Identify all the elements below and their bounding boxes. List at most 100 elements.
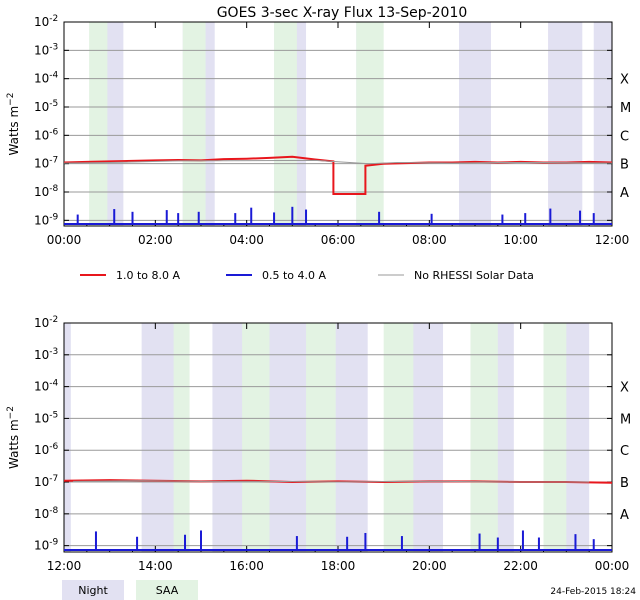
y-tick-label: 10-2 — [34, 14, 58, 29]
y-tick-label: 10-8 — [34, 184, 59, 199]
spike-bar — [537, 537, 540, 550]
spike-bar — [273, 212, 276, 224]
saa-band — [242, 323, 270, 552]
y-axis-label: Watts m−2 — [6, 93, 21, 156]
flare-class-label: M — [620, 101, 631, 116]
spike-bar — [592, 213, 595, 224]
x-tick-label: 18:00 — [321, 559, 356, 573]
x-tick-label: 08:00 — [412, 233, 447, 247]
spike-bar — [400, 536, 403, 550]
flare-class-label: X — [620, 381, 629, 396]
spike-bar — [76, 214, 79, 224]
saa-band — [543, 323, 567, 552]
x-tick-label: 00:00 — [595, 559, 630, 573]
saa-band — [383, 323, 414, 552]
spike-bar — [94, 531, 97, 550]
spike-bar — [234, 213, 237, 224]
flare-class-label: C — [620, 129, 629, 144]
shade-label: Night — [78, 584, 108, 597]
night-band — [548, 22, 583, 226]
y-tick-label: 10-3 — [34, 347, 58, 362]
spike-bar — [346, 536, 349, 550]
spike-bar — [177, 213, 180, 224]
x-tick-label: 06:00 — [321, 233, 356, 247]
chart-title: GOES 3-sec X-ray Flux 13-Sep-2010 — [217, 5, 468, 21]
saa-band — [274, 22, 297, 226]
y-tick-label: 10-9 — [34, 212, 59, 227]
x-tick-label: 14:00 — [138, 559, 173, 573]
timestamp: 24-Feb-2015 18:24 — [550, 587, 636, 597]
flare-class-label: B — [620, 476, 629, 491]
spike-bar — [501, 214, 504, 224]
y-tick-label: 10-2 — [34, 315, 58, 330]
x-tick-label: 10:00 — [503, 233, 538, 247]
shade-swatch — [62, 580, 124, 600]
plot-panel-top: 10-2 10-3 10-4 10-5 10-6 10-7 10-8 10-9 Watts m−… — [6, 14, 631, 247]
y-tick-label: 10-3 — [34, 42, 58, 57]
legend: 1.0 to 8.0 A 0.5 to 4.0 A No RHESSI Solar … — [80, 269, 534, 282]
plot-panel-bottom: 10-2 10-3 10-4 10-5 10-6 10-7 10-8 10-9 Watts m−… — [6, 315, 631, 573]
flare-class-label: B — [620, 158, 629, 173]
y-tick-label: 10-9 — [34, 538, 59, 553]
saa-band — [89, 22, 108, 226]
spike-bar — [305, 209, 308, 224]
night-band — [459, 22, 491, 226]
flare-class-label: A — [620, 508, 629, 523]
x-tick-label: 12:00 — [47, 559, 82, 573]
y-tick-label: 10-6 — [34, 127, 59, 142]
spike-bar — [549, 208, 552, 224]
spike-bar — [200, 530, 202, 550]
spike-bar — [165, 210, 168, 224]
flare-class-label: M — [620, 412, 631, 427]
spike-bar — [524, 213, 527, 224]
y-tick-label: 10-5 — [34, 99, 58, 114]
plot-frame — [63, 21, 613, 227]
y-tick-label: 10-6 — [34, 442, 59, 457]
spike-bar — [295, 536, 298, 550]
x-tick-label: 00:00 — [47, 233, 82, 247]
spike-bar — [521, 530, 524, 550]
night-band — [141, 323, 179, 552]
y-tick-label: 10-5 — [34, 410, 58, 425]
flare-class-label: A — [620, 186, 629, 201]
spike-bar — [291, 206, 294, 224]
shade-swatch — [136, 580, 198, 600]
spike-bar — [197, 211, 200, 224]
x-tick-label: 20:00 — [412, 559, 447, 573]
spike-bar — [136, 536, 139, 550]
night-band — [593, 22, 612, 226]
spike-bar — [579, 210, 582, 224]
flare-class-label: X — [620, 73, 629, 88]
y-tick-label: 10-7 — [34, 474, 58, 489]
spike-bar — [364, 532, 367, 550]
x-tick-label: 02:00 — [138, 233, 173, 247]
series-line — [63, 159, 613, 165]
spike-bar — [496, 537, 499, 550]
spike-bar — [430, 213, 433, 224]
spike-bar — [250, 207, 253, 224]
saa-band — [356, 22, 384, 226]
flare-class-label: C — [620, 444, 629, 459]
spike-bar — [131, 211, 134, 224]
saa-band — [182, 22, 206, 226]
saa-band — [306, 323, 336, 552]
saa-band — [173, 323, 190, 552]
spike-bar — [574, 534, 577, 550]
spike-bar — [592, 539, 595, 550]
series-line — [73, 480, 590, 483]
y-tick-label: 10-7 — [34, 156, 58, 171]
x-tick-label: 16:00 — [229, 559, 264, 573]
shade-legend: Night SAA — [62, 580, 198, 600]
legend-label: 1.0 to 8.0 A — [116, 269, 181, 282]
y-axis-label: Watts m−2 — [6, 406, 21, 469]
saa-band — [470, 323, 498, 552]
y-tick-label: 10-8 — [34, 506, 59, 521]
night-band — [333, 323, 368, 552]
y-tick-label: 10-4 — [34, 71, 59, 86]
night-band — [64, 323, 71, 552]
x-tick-label: 12:00 — [595, 233, 630, 247]
legend-label: 0.5 to 4.0 A — [262, 269, 327, 282]
night-band — [408, 323, 444, 552]
x-tick-label: 04:00 — [229, 233, 264, 247]
